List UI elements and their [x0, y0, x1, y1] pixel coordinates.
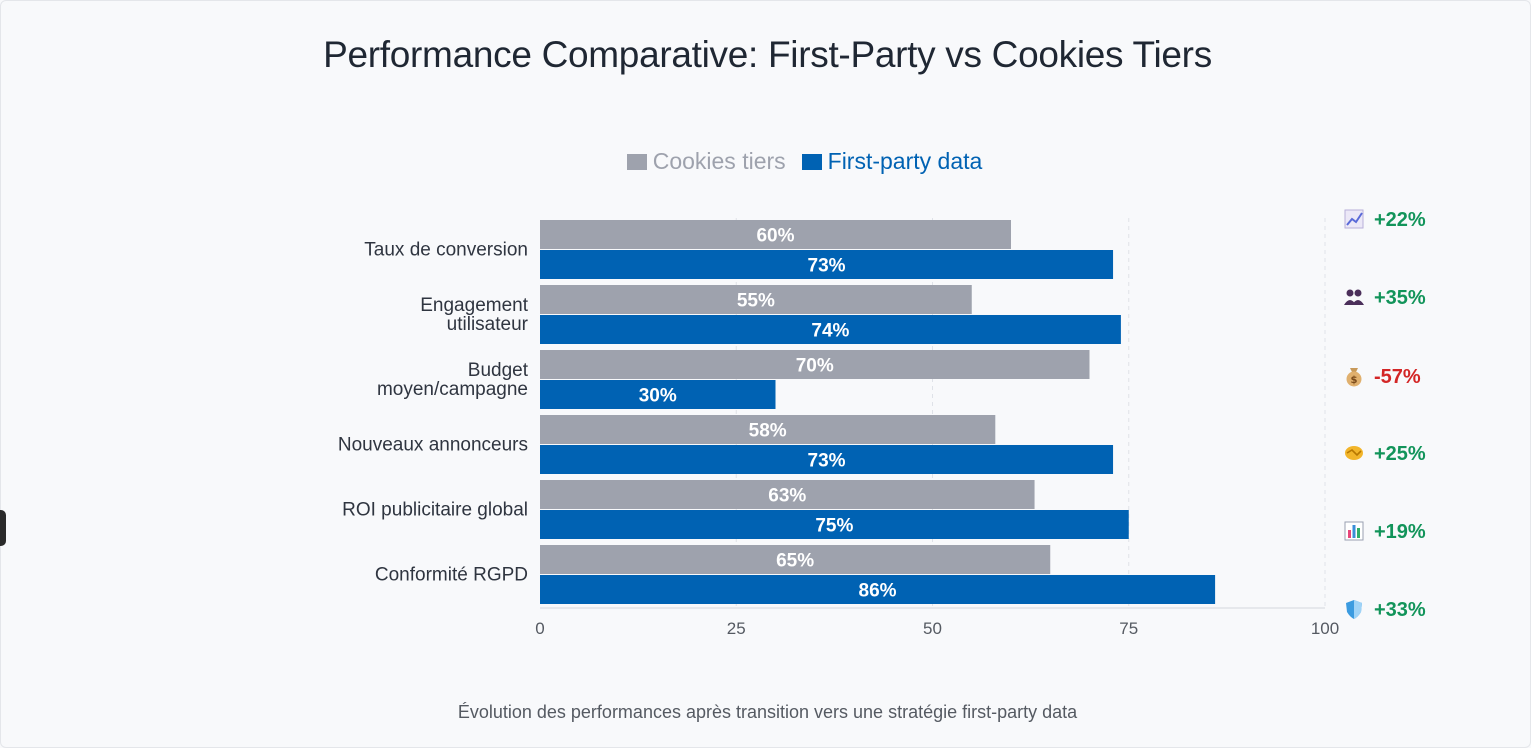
legend-label-cookies-tiers: Cookies tiers	[652, 148, 786, 174]
x-tick-label: 0	[535, 619, 544, 638]
category-label-line: Budget	[468, 360, 529, 381]
bar-first-party[interactable]	[540, 445, 1114, 474]
shield-icon	[1346, 600, 1362, 619]
bar-first-party[interactable]	[540, 510, 1129, 539]
data-label: 75%	[815, 516, 853, 537]
chart-subtitle: Évolution des performances après transit…	[457, 702, 1078, 722]
category-label: Budget moyen/campagne	[377, 360, 529, 400]
category-label: Conformité RGPD	[375, 565, 528, 586]
bar-first-party[interactable]	[540, 380, 776, 409]
x-tick-label: 50	[923, 619, 942, 638]
data-label: 60%	[756, 226, 794, 247]
handshake-icon	[1345, 446, 1363, 460]
bar-chart-icon	[1344, 521, 1364, 541]
x-tick-label: 75	[1119, 619, 1138, 638]
chart-increasing-icon	[1344, 209, 1364, 229]
bar-cookies-tiers[interactable]	[540, 350, 1090, 379]
bar-cookies-tiers[interactable]	[540, 285, 972, 314]
bar-first-party[interactable]	[540, 315, 1121, 344]
bar-first-party[interactable]	[540, 575, 1216, 604]
category-label-line: Taux de conversion	[364, 240, 528, 261]
x-tick-label: 100	[1311, 619, 1339, 638]
category-label: ROI publicitaire global	[342, 500, 528, 521]
category-label-line: ROI publicitaire global	[342, 500, 528, 521]
change-annotation: +19%	[1374, 521, 1426, 543]
change-annotation: +22%	[1374, 209, 1426, 231]
category-label-line: Engagement	[420, 295, 528, 316]
category-label-line: Conformité RGPD	[375, 565, 528, 586]
svg-text:$: $	[1351, 375, 1358, 386]
change-annotation: +25%	[1374, 443, 1426, 465]
category-label: Nouveaux annonceurs	[338, 435, 528, 456]
category-label-line: utilisateur	[447, 314, 529, 335]
data-label: 73%	[808, 256, 846, 277]
data-label: 63%	[768, 486, 806, 507]
data-label: 55%	[737, 291, 775, 312]
change-annotation: +35%	[1374, 287, 1426, 309]
chart-title: Performance Comparative: First-Party vs …	[323, 34, 1212, 75]
change-annotation: +33%	[1374, 599, 1426, 621]
data-label: 73%	[808, 451, 846, 472]
bar-cookies-tiers[interactable]	[540, 480, 1035, 509]
bar-cookies-tiers[interactable]	[540, 220, 1011, 249]
legend-swatch-cookies-tiers	[626, 153, 647, 170]
legend-item-cookies-tiers[interactable]: Cookies tiers	[626, 148, 786, 175]
x-tick-label: 25	[727, 619, 746, 638]
change-annotation: -57%	[1374, 366, 1421, 388]
category-label-line: Nouveaux annonceurs	[338, 435, 528, 456]
category-label: Taux de conversion	[364, 240, 528, 261]
data-label: 86%	[859, 581, 897, 602]
legend-label-first-party: First-party data	[827, 148, 983, 174]
category-label-line: moyen/campagne	[377, 379, 528, 400]
bar-first-party[interactable]	[540, 250, 1114, 279]
people-icon	[1344, 289, 1364, 305]
data-label: 70%	[796, 356, 834, 377]
legend-swatch-first-party	[801, 153, 822, 170]
side-handle[interactable]	[0, 510, 6, 546]
money-bag-icon: $	[1346, 368, 1362, 387]
data-label: 74%	[811, 321, 849, 342]
data-label: 58%	[749, 421, 787, 442]
category-label: Engagement utilisateur	[420, 295, 528, 335]
legend: Cookies tiers First-party data	[0, 148, 1531, 175]
data-label: 65%	[776, 551, 814, 572]
data-label: 30%	[639, 386, 677, 407]
legend-item-first-party[interactable]: First-party data	[801, 148, 983, 175]
bar-cookies-tiers[interactable]	[540, 545, 1051, 574]
bar-cookies-tiers[interactable]	[540, 415, 996, 444]
